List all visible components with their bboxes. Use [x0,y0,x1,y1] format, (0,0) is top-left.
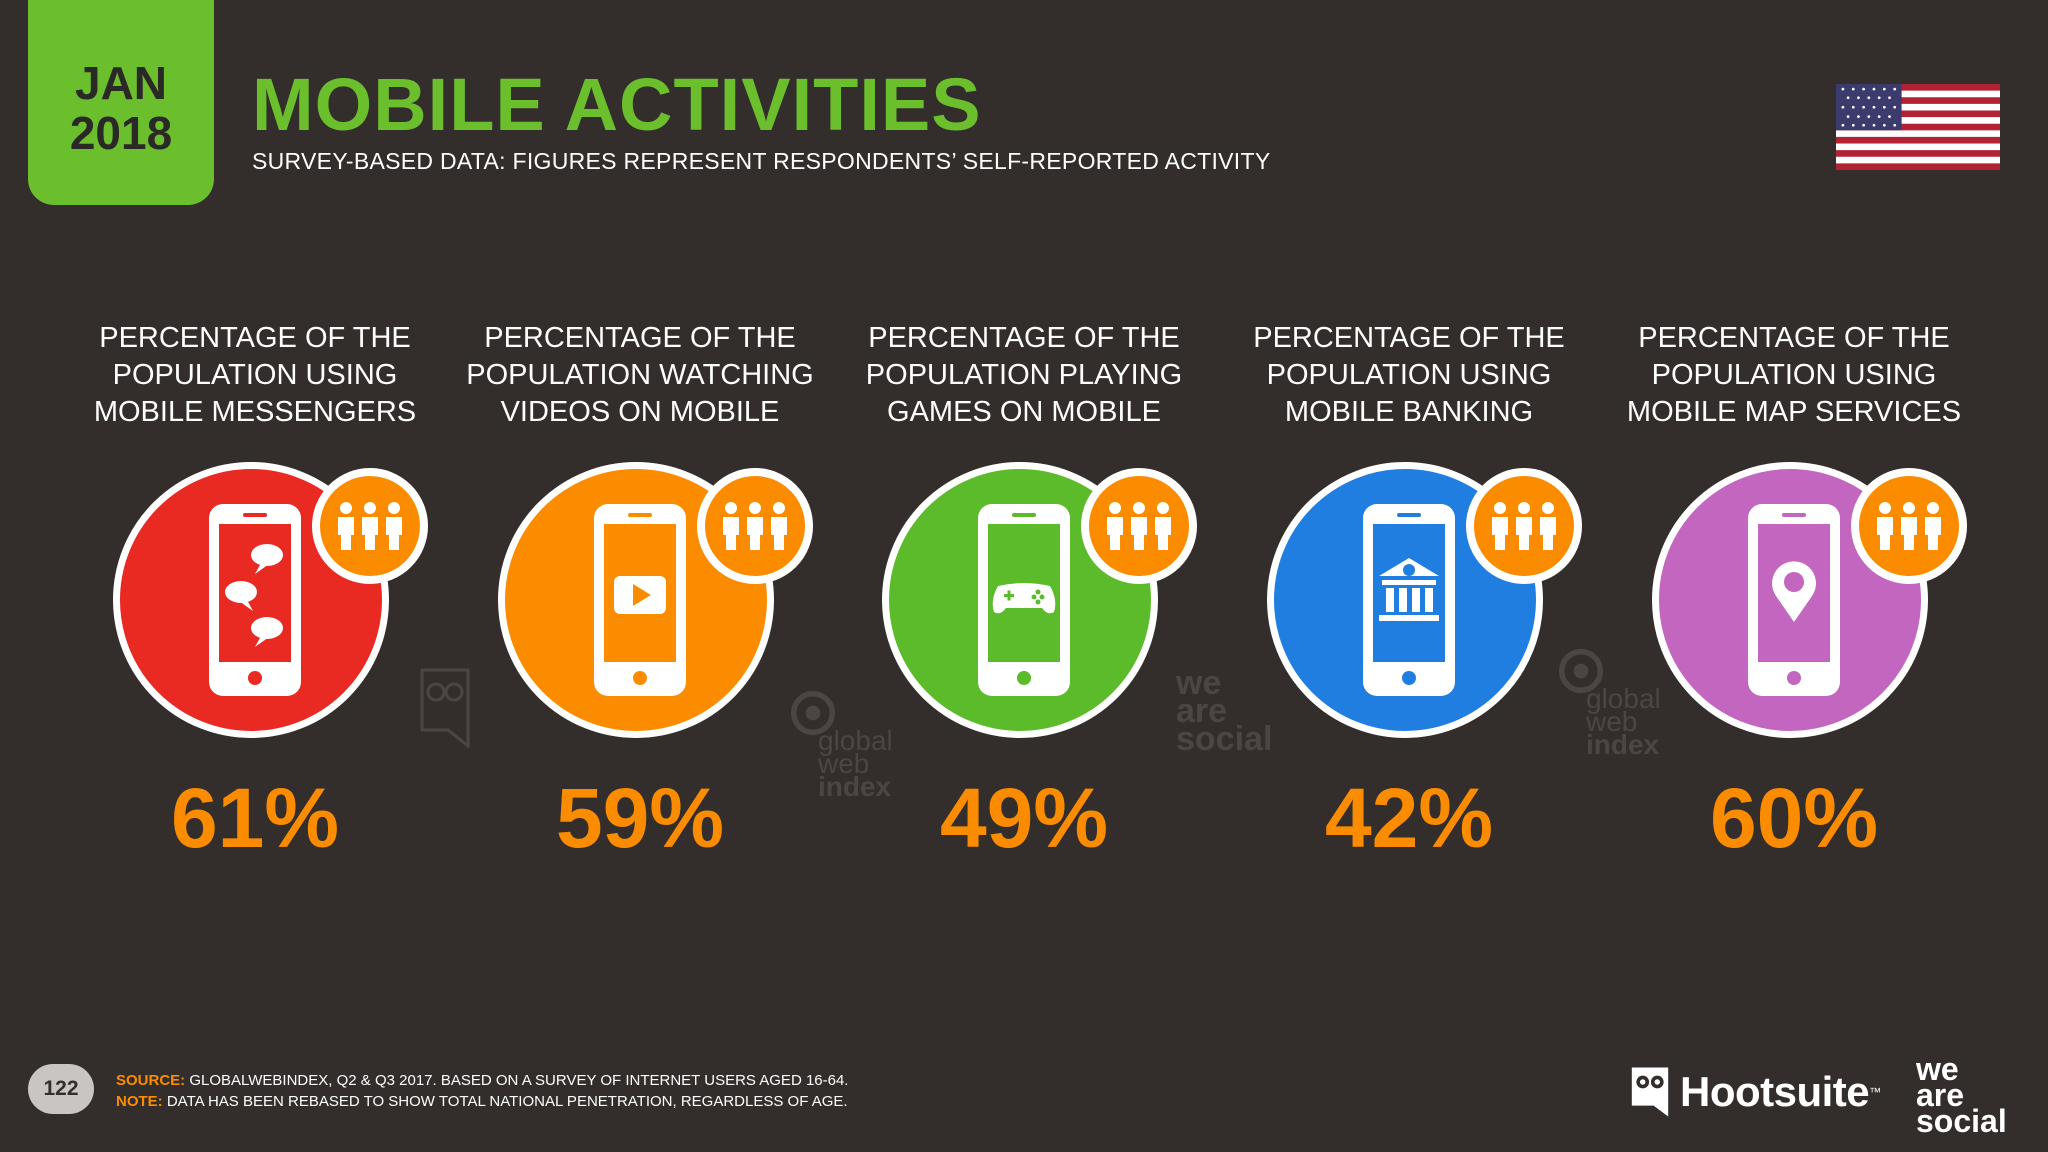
globalwebindex-logo-icon [1558,648,1604,694]
activity-label: PERCENTAGE OF THE POPULATION PLAYING GAM… [865,322,1183,428]
bank-icon [1379,558,1439,621]
date-badge: JAN 2018 [28,0,214,205]
hootsuite-name: Hootsuite [1680,1068,1870,1115]
page-title: MOBILE ACTIVITIES [252,63,982,146]
video-play-icon [614,576,666,614]
mobile-phone-icon [978,504,1070,696]
people-badge [1851,468,1967,584]
globalwebindex-watermark: global web index [790,690,893,800]
activity-banking: PERCENTAGE OF THE POPULATION USING MOBIL… [1229,320,1589,880]
people-badge [312,468,428,584]
people-icon [1107,502,1171,550]
activity-value: 49% [939,771,1109,865]
map-pin-icon [1772,561,1816,622]
source-text: GLOBALWEBINDEX, Q2 & Q3 2017. BASED ON A… [189,1072,849,1089]
note: NOTE: DATA HAS BEEN REBASED TO SHOW TOTA… [116,1093,848,1110]
people-icon [338,502,402,550]
badge-year: 2018 [69,106,173,159]
gamepad-icon [992,583,1056,614]
trademark: ™ [1869,1085,1882,1099]
hootsuite-logo: Hootsuite ™ [1630,1064,1881,1120]
we-are-social-watermark: we are social [1176,664,1273,758]
activity-value: 59% [555,771,725,865]
source-label: SOURCE: [116,1072,186,1089]
owl-icon [1631,1067,1669,1117]
we-are-social-logo: we are social [1916,1051,2007,1140]
globalwebindex-logo-icon [790,690,836,736]
people-icon [723,502,787,550]
activity-label: PERCENTAGE OF THE POPULATION USING MOBIL… [1626,322,1962,428]
people-badge [697,468,813,584]
united-states-flag-icon [1836,84,2000,170]
note-label: NOTE: [116,1093,163,1110]
activity-label: PERCENTAGE OF THE POPULATION WATCHING VI… [466,322,814,428]
mobile-phone-icon [209,504,301,696]
activity-value: 42% [1324,771,1494,865]
people-icon [1492,502,1556,550]
note-text: DATA HAS BEEN REBASED TO SHOW TOTAL NATI… [166,1093,848,1110]
activity-messengers: PERCENTAGE OF THE POPULATION USING MOBIL… [75,320,435,880]
activity-videos: PERCENTAGE OF THE POPULATION WATCHING VI… [460,320,820,880]
activity-value: 61% [170,771,340,865]
activity-label: PERCENTAGE OF THE POPULATION USING MOBIL… [1253,322,1565,428]
people-icon [1877,502,1941,550]
badge-month: JAN [74,56,168,109]
hootsuite-owl-watermark-icon [420,668,470,748]
mobile-phone-icon [1363,504,1455,696]
activity-label: PERCENTAGE OF THE POPULATION USING MOBIL… [93,322,417,428]
source-note: SOURCE: GLOBALWEBINDEX, Q2 & Q3 2017. BA… [116,1072,848,1089]
people-badge [1081,468,1197,584]
people-badge [1466,468,1582,584]
page-subtitle: SURVEY-BASED DATA: FIGURES REPRESENT RES… [252,148,1271,174]
chat-bubbles-icon [225,544,283,647]
activity-maps: PERCENTAGE OF THE POPULATION USING MOBIL… [1614,320,1974,880]
globalwebindex-watermark: global web index [1558,648,1661,758]
page-number: 122 [28,1064,94,1114]
activity-games: PERCENTAGE OF THE POPULATION PLAYING GAM… [844,320,1204,880]
mobile-phone-icon [1748,504,1840,696]
mobile-phone-icon [594,504,686,696]
activity-value: 60% [1709,771,1879,865]
